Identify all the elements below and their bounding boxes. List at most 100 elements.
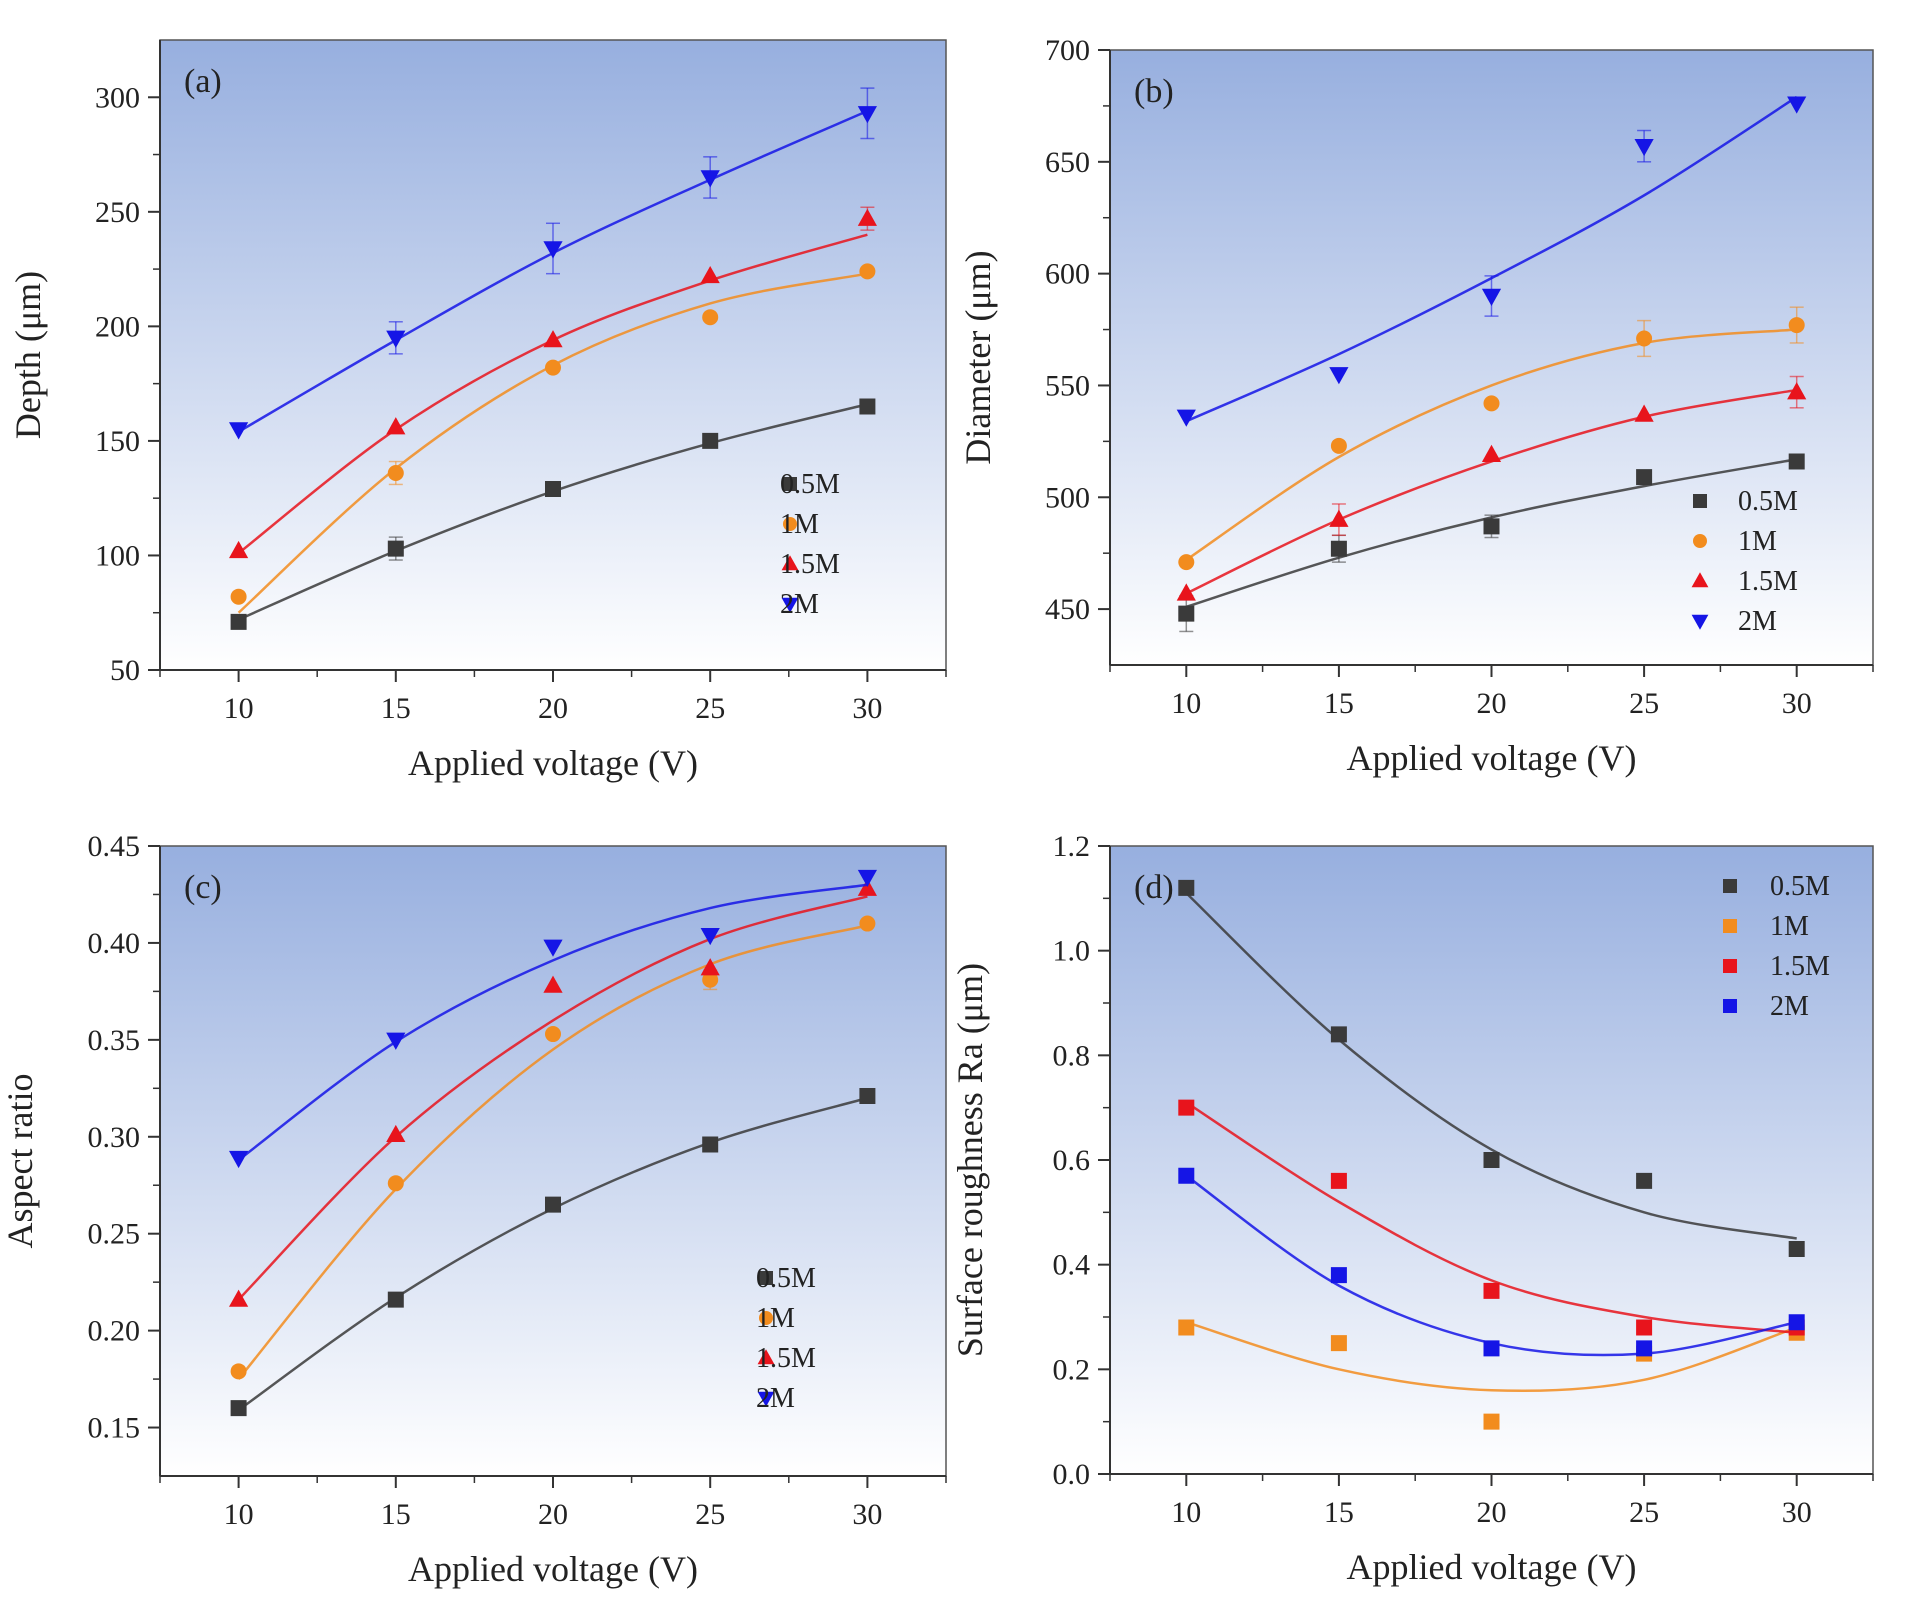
panel-d: 10 15 20 25 30 0.0 0.2 0.4 0.6 0.8 1.0 1.2 Applied v…	[950, 830, 1874, 1587]
y-tick-label: 0.40	[88, 927, 141, 960]
data-point	[543, 939, 563, 957]
legend-label: 1.5M	[756, 1343, 816, 1374]
y-tick-label: 500	[1045, 481, 1090, 514]
data-point	[1483, 518, 1500, 535]
y-tick-label: 0.30	[88, 1121, 141, 1154]
panel-label: (b)	[1134, 73, 1174, 110]
data-point	[1330, 540, 1347, 557]
data-point	[229, 422, 249, 440]
y-tick-label: 700	[1045, 34, 1090, 67]
data-point	[1329, 509, 1349, 527]
data-point	[1329, 367, 1349, 385]
series-2M	[1178, 1167, 1805, 1357]
data-point	[859, 398, 876, 415]
data-point	[1483, 1152, 1500, 1168]
x-tick-label: 20	[1477, 1496, 1507, 1529]
panel-label: (d)	[1134, 869, 1174, 906]
data-point	[386, 1124, 406, 1143]
y-tick-label: 300	[95, 81, 140, 114]
data-point	[859, 263, 876, 280]
data-point	[1330, 1172, 1347, 1189]
data-point	[1634, 404, 1654, 422]
data-point	[1483, 395, 1500, 412]
y-tick-label: 50	[110, 654, 140, 687]
legend-label: 2M	[780, 589, 819, 620]
data-point	[1787, 382, 1807, 400]
y-tick-label: 0.8	[1053, 1039, 1091, 1072]
data-point	[857, 208, 877, 226]
data-point	[1481, 288, 1502, 306]
series-2M	[229, 869, 877, 1169]
legend-marker	[783, 517, 797, 531]
data-point	[230, 613, 247, 630]
legend-label: 2M	[756, 1383, 795, 1414]
data-point	[1178, 879, 1195, 896]
legend-label: 0.5M	[780, 469, 840, 500]
series-0.5M	[230, 398, 876, 630]
data-point	[1330, 1026, 1347, 1043]
data-point	[1178, 1167, 1195, 1184]
data-point	[543, 241, 563, 259]
legend-marker	[757, 1349, 775, 1365]
fit-curve	[1185, 892, 1797, 1240]
legend: 0.5M 1M 1.5M 2M	[1723, 871, 1830, 1022]
panel-b: 10 15 20 25 30 450 500 550 600 650 700 Applied volt…	[958, 34, 1874, 778]
legend-marker	[1691, 572, 1709, 588]
data-point	[386, 330, 406, 348]
data-point	[1481, 444, 1502, 462]
legend-marker	[757, 1391, 775, 1407]
data-point	[1636, 469, 1653, 486]
data-point	[1330, 1335, 1347, 1352]
y-tick-label: 600	[1045, 258, 1090, 291]
data-point	[545, 359, 561, 376]
x-tick-label: 10	[224, 1498, 254, 1531]
data-point	[1634, 138, 1654, 157]
legend-label: 1M	[756, 1303, 795, 1334]
data-point	[543, 975, 563, 993]
data-point	[859, 915, 876, 932]
legend: 0.5M 1M 1.5M 2M	[756, 1263, 816, 1414]
legend-label: 1M	[780, 509, 819, 540]
legend-label: 0.5M	[1738, 486, 1798, 517]
x-tick-label: 15	[381, 1498, 411, 1531]
series-1.5M	[229, 206, 877, 559]
legend-marker	[1693, 534, 1707, 548]
data-point	[857, 878, 877, 896]
x-tick-label: 20	[538, 1498, 568, 1531]
data-point	[545, 1196, 561, 1213]
data-point	[1788, 1314, 1805, 1331]
legend-marker	[1723, 919, 1737, 933]
data-point	[387, 1291, 404, 1308]
y-tick-label: 100	[95, 539, 140, 572]
data-point	[1483, 1282, 1500, 1299]
data-point	[230, 1400, 247, 1417]
panel-label: (a)	[184, 63, 222, 100]
data-point	[1178, 554, 1195, 571]
data-point	[543, 330, 563, 348]
legend: 0.5M 1M 1.5M 2M	[1691, 486, 1798, 637]
data-point	[857, 106, 877, 124]
series-1.5M	[1176, 375, 1807, 601]
series-0.5M	[1178, 453, 1805, 633]
data-point	[859, 1088, 876, 1105]
legend-marker	[1693, 494, 1707, 508]
y-tick-label: 550	[1045, 369, 1090, 402]
y-tick-label: 1.0	[1053, 935, 1091, 968]
x-tick-label: 15	[1324, 687, 1354, 720]
data-point	[229, 540, 249, 559]
series-2M	[1176, 95, 1807, 427]
legend-label: 1.5M	[1770, 951, 1830, 982]
data-point	[1636, 1340, 1653, 1357]
data-point	[1483, 1413, 1500, 1430]
data-point	[702, 971, 719, 988]
y-tick-label: 650	[1045, 146, 1090, 179]
x-tick-label: 10	[1171, 1496, 1201, 1529]
data-point	[1178, 605, 1195, 622]
x-tick-label: 30	[852, 1498, 882, 1531]
series-1.5M	[229, 878, 877, 1307]
data-point	[1788, 1240, 1805, 1257]
y-tick-label: 0.4	[1053, 1249, 1091, 1282]
data-point	[1176, 409, 1196, 427]
legend-marker	[1723, 959, 1737, 973]
x-tick-label: 15	[381, 692, 411, 725]
